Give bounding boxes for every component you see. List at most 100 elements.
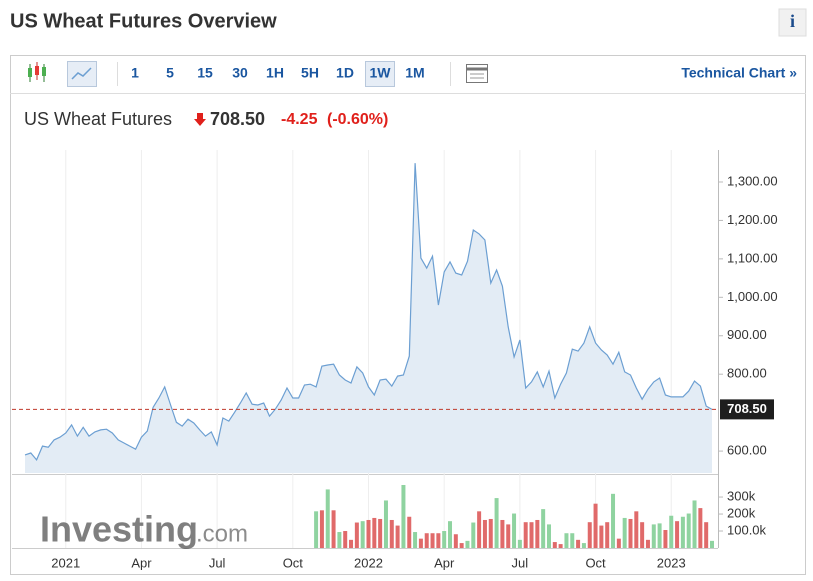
volume-bar <box>482 519 487 548</box>
volume-bar <box>506 524 511 548</box>
instrument-name: US Wheat Futures <box>24 109 172 129</box>
x-tick-label: Oct <box>585 555 606 570</box>
volume-bar <box>564 533 569 548</box>
volume-bar <box>651 524 656 548</box>
volume-bar <box>657 523 662 548</box>
x-tick-label: 2021 <box>51 555 80 570</box>
page-title: US Wheat Futures Overview <box>10 10 277 32</box>
volume-bar <box>500 519 505 548</box>
y-tick-label: 600.00 <box>727 443 767 458</box>
volume-bar <box>471 522 476 548</box>
volume-bar <box>710 540 714 548</box>
volume-bar <box>558 544 563 548</box>
volume-bar <box>494 498 499 548</box>
volume-bar <box>372 517 377 548</box>
interval-button[interactable]: 1H <box>266 65 284 81</box>
interval-button[interactable]: 1 <box>131 65 139 81</box>
volume-bar <box>337 532 342 548</box>
price-change-pct: (-0.60%) <box>327 111 388 128</box>
y-tick-label: 200k <box>727 505 756 520</box>
volume-bar <box>622 517 627 548</box>
interval-selected <box>365 61 395 87</box>
volume-bar <box>378 518 383 548</box>
volume-bar <box>675 521 680 548</box>
volume-bar <box>546 524 551 548</box>
volume-bar <box>430 533 435 548</box>
y-tick-label: 300k <box>727 488 756 503</box>
x-tick-label: Apr <box>131 555 152 570</box>
volume-bar <box>552 542 557 548</box>
interval-button[interactable]: 1M <box>405 65 424 81</box>
volume-bar <box>645 539 650 548</box>
volume-bar <box>488 518 493 548</box>
volume-bar <box>459 543 464 548</box>
watermark-suffix: .com <box>196 520 248 547</box>
info-icon[interactable]: i <box>790 11 795 31</box>
interval-button[interactable]: 15 <box>197 65 213 81</box>
line-button[interactable] <box>67 61 97 87</box>
volume-bar <box>477 511 482 548</box>
interval-button[interactable]: 5 <box>166 65 174 81</box>
price-change: -4.25 <box>281 111 318 128</box>
volume-bar <box>611 493 616 548</box>
volume-bar <box>314 511 319 548</box>
volume-bar <box>436 533 441 548</box>
volume-bar <box>395 525 400 548</box>
y-tick-label: 900.00 <box>727 327 767 342</box>
watermark: Investing .com <box>40 509 248 550</box>
interval-button[interactable]: 1D <box>336 65 354 81</box>
x-tick-label: Jul <box>209 555 226 570</box>
table-icon[interactable] <box>466 64 488 83</box>
volume-bar <box>319 510 324 548</box>
volume-bar <box>587 522 592 548</box>
x-tick-label: Apr <box>434 555 455 570</box>
price-line <box>24 163 713 462</box>
volume-bar <box>628 518 633 548</box>
x-tick-label: 2022 <box>354 555 383 570</box>
x-tick-label: Jul <box>512 555 529 570</box>
y-tick-label: 1,000.00 <box>727 289 778 304</box>
y-tick-label: 1,200.00 <box>727 212 778 227</box>
interval-button[interactable]: 30 <box>232 65 248 81</box>
volume-bar <box>616 538 621 548</box>
interval-button[interactable]: 1W <box>370 65 392 81</box>
panel <box>10 55 806 575</box>
volume-bar <box>453 534 458 548</box>
volume-bar <box>424 533 429 548</box>
volume-bar <box>360 521 365 548</box>
candle-icon[interactable] <box>28 62 46 82</box>
volume-bar <box>686 513 691 548</box>
volume-bar <box>599 525 604 548</box>
volume-bar <box>517 539 522 548</box>
volume-bar <box>325 489 330 548</box>
volume-bar <box>366 519 371 548</box>
volume-bar <box>331 510 336 548</box>
x-tick-label: 2023 <box>657 555 686 570</box>
volume-bar <box>389 519 394 548</box>
interval-button[interactable]: 5H <box>301 65 319 81</box>
volume-bar <box>448 521 453 548</box>
volume-bar <box>523 522 528 548</box>
volume-bar <box>680 516 685 548</box>
volume-bar <box>576 539 581 548</box>
y-tick-label: 1,300.00 <box>727 173 778 188</box>
volume-bar <box>692 500 697 548</box>
volume-bar <box>343 531 348 548</box>
volume-bar <box>634 511 639 548</box>
volume-bar <box>354 522 359 548</box>
volume-bar <box>704 522 709 548</box>
volume-bar <box>512 513 517 548</box>
technical-chart-link[interactable]: Technical Chart » <box>681 65 797 81</box>
volume-bar <box>413 532 418 548</box>
last-price: 708.50 <box>210 109 265 129</box>
y-tick-label: 1,100.00 <box>727 250 778 265</box>
volume-bar <box>529 522 534 548</box>
volume-bar <box>541 509 546 548</box>
volume-bar <box>349 539 354 548</box>
y-tick-label: 100.0k <box>727 522 767 537</box>
last-price-label: 708.50 <box>727 401 767 416</box>
info-button[interactable] <box>778 8 807 37</box>
x-tick-label: Oct <box>283 555 304 570</box>
